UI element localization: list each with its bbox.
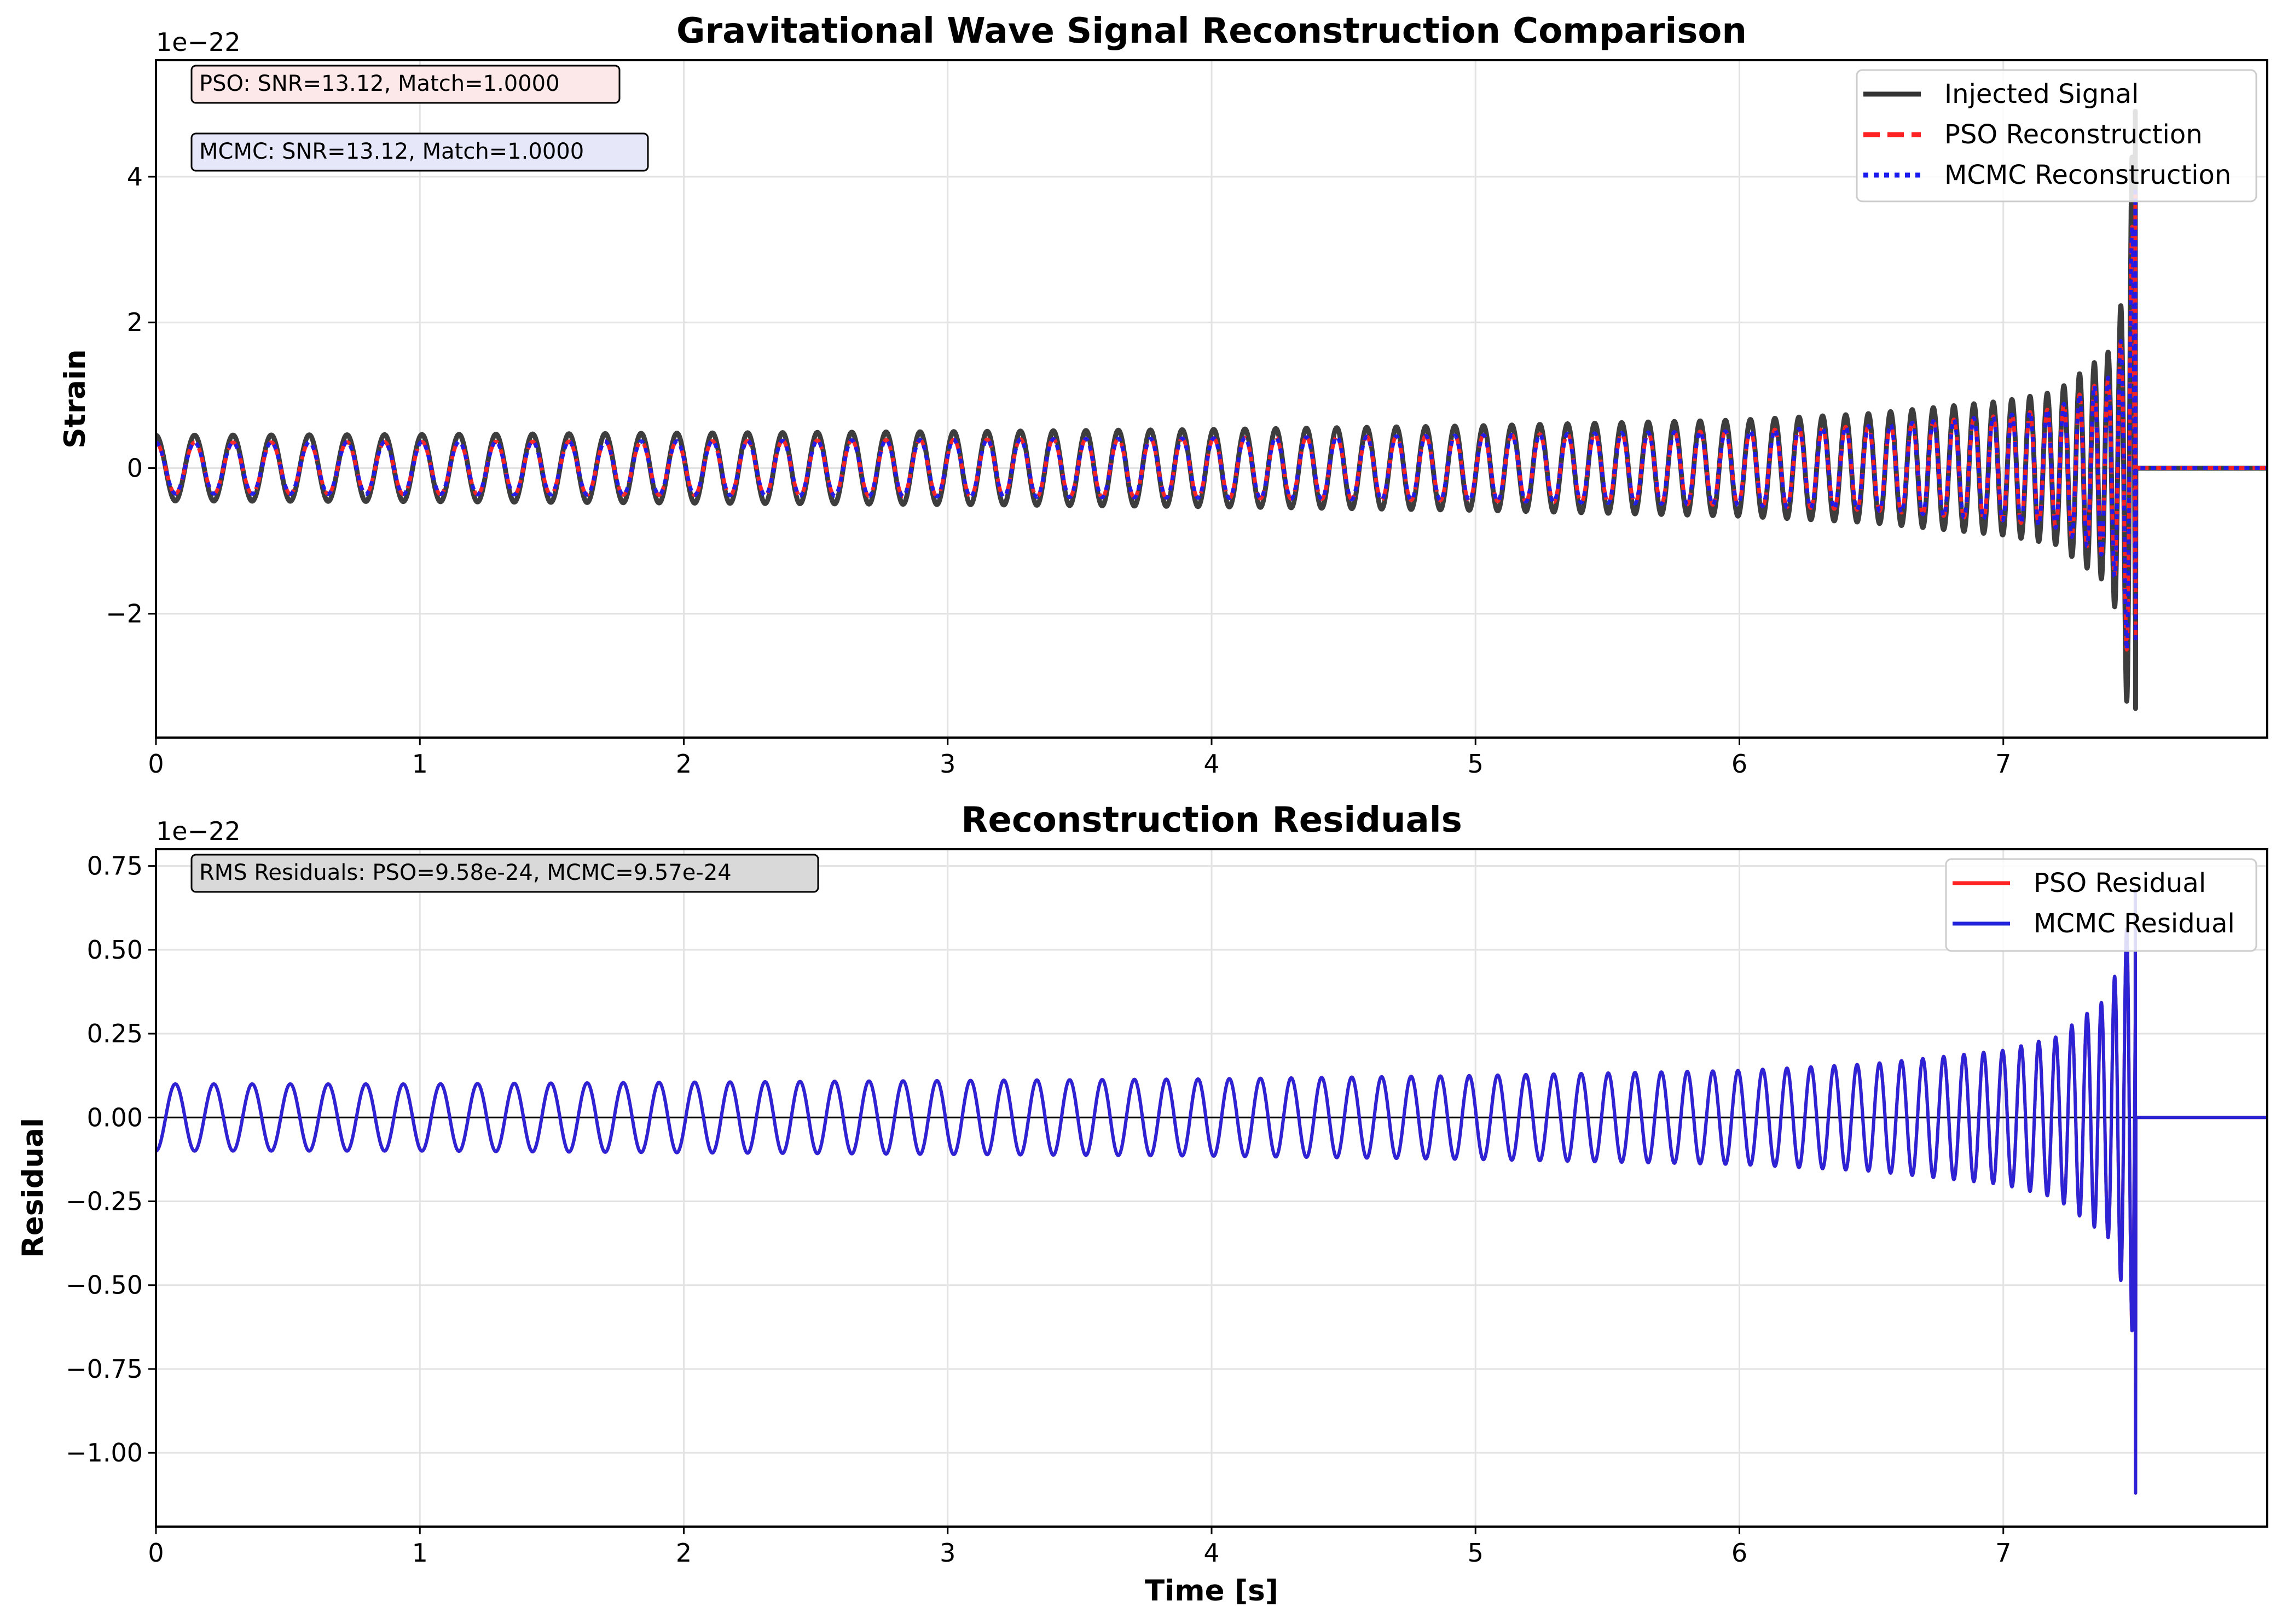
rms-annotation: RMS Residuals: PSO=9.58e-24, MCMC=9.57e-… [190,854,819,893]
mcmc-annotation: MCMC: SNR=13.12, Match=1.0000 [190,132,649,172]
x-tick-label: 6 [1731,749,1747,779]
residual-panel: 0 1 2 3 4 5 6 7 −1.00 −0.75 −0.50 −0.25 0.00 0.25 0.50… [16,800,2268,1608]
strain-panel: 0 1 2 3 4 5 6 7 −2 0 2 4 Gravitational Wave Signal … [59,11,2268,779]
residual-legend-box [1945,858,2257,952]
series-line-pso-reconstruction [156,189,2267,652]
residual-legend: PSO Residual MCMC Residual [1945,858,2257,952]
y-tick-label: 0 [127,453,143,483]
x-tick-label: 2 [676,1538,692,1568]
mcmc-annotation-text: MCMC: SNR=13.12, Match=1.0000 [199,139,584,164]
pso-annotation: PSO: SNR=13.12, Match=1.0000 [190,65,621,104]
pso-annotation-box [190,65,621,104]
residual-series-group [156,888,2267,1495]
y-tick-label: 2 [127,308,143,337]
y-tick-label: −0.25 [66,1187,143,1216]
strain-chart-title: Gravitational Wave Signal Reconstruction… [676,11,1747,51]
x-tick-label: 3 [940,749,955,779]
y-tick-label: −0.50 [66,1271,143,1300]
legend-label-injected: Injected Signal [1944,79,2139,109]
y-tick-label: −1.00 [66,1438,143,1468]
x-tick-label: 0 [148,1538,164,1568]
legend-label-pso-residual: PSO Residual [2034,868,2206,898]
series-line-mcmc-residual [156,888,2267,1495]
strain-ticks: 0 1 2 3 4 5 6 7 −2 0 2 4 [106,162,2011,779]
x-tick-label: 7 [1995,749,2011,779]
x-tick-label: 7 [1995,1538,2011,1568]
strain-y-axis-label: Strain [59,349,92,448]
y-tick-label: −2 [106,599,143,629]
legend-label-mcmc: MCMC Reconstruction [1944,160,2231,190]
x-axis-label: Time [s] [1145,1574,1278,1608]
legend-label-mcmc-residual: MCMC Residual [2034,908,2235,939]
strain-legend-box [1856,69,2257,202]
y-tick-label: 0.75 [87,851,143,881]
residual-y-axis-label: Residual [16,1118,50,1258]
y-tick-label: −0.75 [66,1354,143,1384]
rms-annotation-box [190,854,819,893]
x-tick-label: 1 [412,749,428,779]
x-tick-label: 1 [412,1538,428,1568]
x-tick-label: 4 [1203,1538,1219,1568]
x-tick-label: 0 [148,749,164,779]
strain-series-group [156,108,2267,711]
y-tick-label: 0.00 [87,1103,143,1132]
pso-annotation-text: PSO: SNR=13.12, Match=1.0000 [199,71,560,96]
rms-annotation-text: RMS Residuals: PSO=9.58e-24, MCMC=9.57e-… [199,860,732,885]
legend-label-pso: PSO Reconstruction [1944,119,2203,150]
strain-legend: Injected Signal PSO Reconstruction MCMC … [1856,69,2257,202]
strain-offset-label: 1e−22 [156,27,241,57]
x-tick-label: 2 [676,749,692,779]
mcmc-annotation-box [190,132,649,172]
x-tick-label: 6 [1731,1538,1747,1568]
y-tick-label: 4 [127,162,143,192]
x-tick-label: 5 [1468,749,1484,779]
residual-offset-label: 1e−22 [156,816,241,846]
x-tick-label: 4 [1203,749,1219,779]
x-tick-label: 5 [1468,1538,1484,1568]
residual-ticks: 0 1 2 3 4 5 6 7 −1.00 −0.75 −0.50 −0.25 0.00 0.25 0.50… [66,851,2011,1568]
y-tick-label: 0.25 [87,1019,143,1048]
y-tick-label: 0.50 [87,935,143,965]
x-tick-label: 3 [940,1538,955,1568]
residual-chart-title: Reconstruction Residuals [961,800,1462,840]
